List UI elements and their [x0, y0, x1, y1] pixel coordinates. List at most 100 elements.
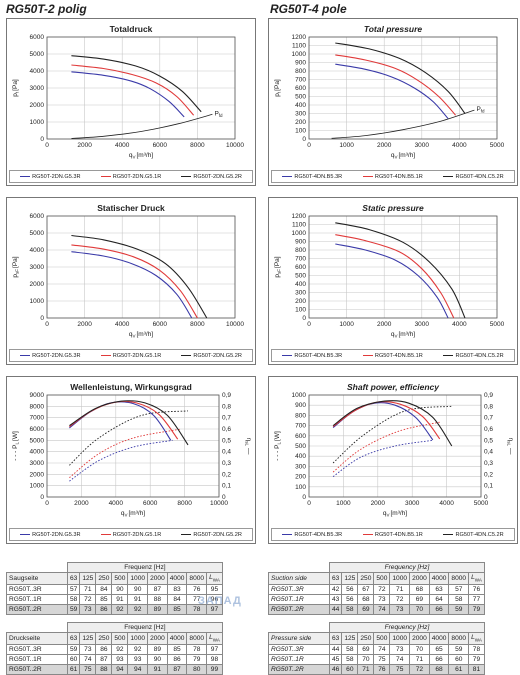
x-axis-label-unit: [m³/h] [399, 331, 416, 338]
table-cell: 59 [448, 604, 470, 616]
legend-label: RG50T-2DN.G5.3R [32, 173, 81, 180]
y-axis-label-sub: t [277, 91, 282, 93]
table-cell: 69 [357, 644, 375, 656]
series-line [71, 64, 195, 116]
legend-label: RG50T-4DN.C5.2R [455, 531, 504, 538]
freq-col-header: 1000 [127, 571, 149, 586]
legend-swatch [443, 355, 454, 356]
table-cell: 79 [186, 654, 208, 666]
chart-title: Totaldruck [109, 24, 153, 34]
legend-swatch [362, 176, 373, 177]
legend-item: RG50T-4DN.C5.2R [443, 353, 504, 359]
table-cell: 90 [147, 654, 168, 666]
x-tick-label: 3000 [415, 142, 430, 149]
x-tick-label: 4000 [452, 142, 467, 149]
table-row: RG50T..1R 45 58 70 75 74 71 66 60 79 [268, 654, 485, 666]
table-cell: 69 [409, 594, 430, 606]
table-cell: 90 [111, 584, 129, 596]
pfd-label: Pfd [476, 106, 485, 114]
freq-col-header: 63 [328, 631, 343, 646]
lwa-col-header: LWA [468, 571, 485, 586]
y-tick-label: 1000 [30, 119, 45, 126]
chart-title: Wellenleistung, Wirkungsgrad [70, 382, 192, 392]
chart-panel-shaft-power-4pole: Shaft power, efficiency 0 1000 2000 3000 4000… [268, 376, 518, 544]
freq-col-header: 8000 [448, 571, 470, 586]
freq-col-header: 63 [66, 631, 81, 646]
y-tick-label: 300 [295, 111, 306, 118]
plot-frame [308, 36, 498, 140]
y-axis-label: pt[Pa] [12, 79, 20, 97]
table-cell: 97 [206, 644, 223, 656]
table-cell: 59 [66, 604, 81, 616]
freq-col-header: 4000 [428, 571, 450, 586]
y-axis-label-main: p [274, 93, 281, 97]
x-tick-label: 8000 [190, 142, 205, 149]
table-cell: 71 [79, 584, 97, 596]
legend-swatch [100, 534, 111, 535]
table-cell: 59 [66, 644, 81, 656]
table-cell: 76 [186, 584, 208, 596]
plot-frame [46, 394, 220, 498]
y2-tick-label: 0,9 [484, 392, 493, 399]
series-line [335, 243, 449, 319]
table-cell: 66 [428, 654, 450, 666]
table-cell: 91 [127, 594, 149, 606]
legend-item: RG50T-4DN.B5.1R [362, 531, 423, 538]
chart-title: Total pressure [363, 24, 423, 34]
table-cell: 61 [448, 664, 470, 675]
table-cell: 80 [186, 664, 208, 675]
table-row: RG50T..1R 60 74 87 93 93 90 86 79 98 [6, 654, 223, 666]
table-side-label: Druckseite [6, 631, 68, 646]
y-axis-label: psF[Pa] [274, 256, 282, 277]
legend-label: RG50T-4DN.B5.1R [374, 173, 423, 180]
lwa-col-header: LWA [468, 631, 485, 646]
y-tick-label: 4000 [30, 247, 45, 254]
x-tick-label: 2000 [371, 500, 386, 507]
freq-col-header: 250 [95, 571, 113, 586]
table-cell: 77 [468, 594, 485, 606]
table-row: RG50T..3R 59 73 86 92 92 89 85 78 97 [6, 644, 223, 656]
plot-frame [308, 394, 482, 498]
table-side-label: Pressure side [268, 631, 330, 646]
y2-axis-label-suffix: — [507, 448, 514, 455]
table-cell: 58 [66, 594, 81, 606]
y-tick-label: 3000 [30, 85, 45, 92]
y2-tick-label: 0,3 [484, 460, 493, 467]
chart-panel-static-pressure-2pole: Statischer Druck 0 2000 4000 6000 8000 10000 0 1… [6, 197, 256, 365]
lwa-sub: WA [474, 637, 482, 643]
table-cell: 67 [357, 584, 375, 596]
y-tick-label: 5000 [30, 437, 45, 444]
table-cell: 81 [468, 664, 485, 675]
table-cell: 75 [373, 654, 391, 666]
x-axis-label-unit: [m³/h] [137, 152, 154, 159]
row-model: RG50T..3R [6, 584, 68, 596]
freq-col-header: 500 [373, 571, 391, 586]
table-cell: 56 [341, 584, 359, 596]
table-row: RG50T..1R 43 56 68 73 72 69 64 58 77 [268, 594, 485, 606]
y2-tick-label: 0,7 [222, 415, 231, 422]
y2-tick-label: 0,5 [484, 437, 493, 444]
freq-col-header: 4000 [166, 571, 188, 586]
legend-item: RG50T-4DN.B5.1R [362, 353, 423, 359]
y-tick-label: 1200 [292, 213, 307, 220]
freq-col-header: 2000 [409, 571, 430, 586]
table-cell: 65 [428, 644, 450, 656]
series-line [335, 42, 466, 114]
sound-table-saug: Frequenz [Hz] Saugseite 63 125 250 500 1000 200… [6, 562, 223, 616]
table-cell: 60 [448, 654, 470, 666]
y-axis-label-unit: [Pa] [12, 79, 19, 91]
legend-label: RG50T-4DN.B5.1R [374, 531, 423, 538]
y2-tick-label: 0,9 [222, 392, 231, 399]
y-tick-label: 700 [295, 423, 306, 430]
table-cell: 85 [166, 604, 188, 616]
x-tick-label: 1000 [339, 321, 354, 328]
legend-item: RG50T-4DN.C5.2R [443, 174, 504, 180]
table-cell: 59 [448, 644, 470, 656]
y-axis-label-main: p [12, 274, 19, 278]
efficiency-curve [332, 405, 452, 464]
efficiency-curve [69, 439, 173, 482]
y-tick-label: 6000 [30, 34, 45, 41]
freq-col-header: 125 [79, 571, 97, 586]
table-cell: 73 [373, 594, 391, 606]
freq-header: Frequency [Hz] [329, 622, 485, 633]
